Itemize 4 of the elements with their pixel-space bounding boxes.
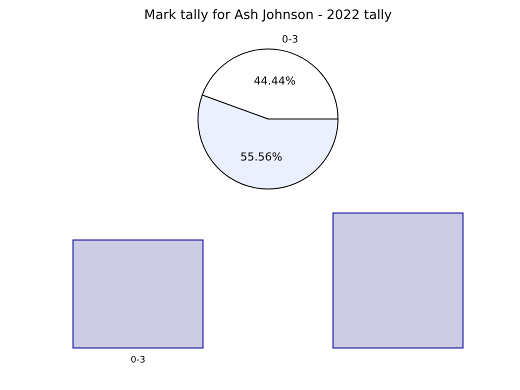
data-label: 55.56% <box>240 150 282 164</box>
chart-title: Mark tally for Ash Johnson - 2022 tally <box>143 8 393 24</box>
slice-label: 0-3 <box>282 34 298 46</box>
data-label: 44.44% <box>254 74 296 88</box>
